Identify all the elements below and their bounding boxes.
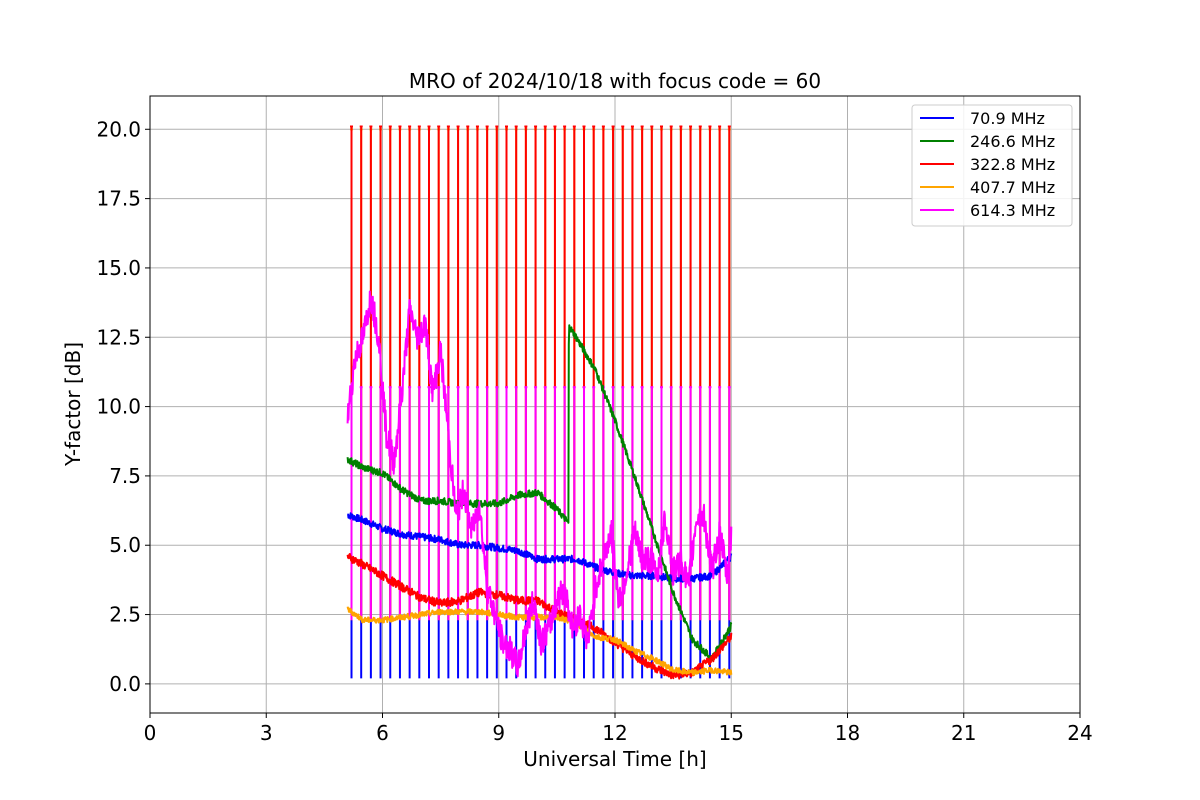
legend-box (911, 104, 1073, 227)
y-tick-label: 20.0 (96, 117, 141, 141)
y-tick-label: 0.0 (109, 672, 141, 696)
y-axis-ticks: 0.0 2.5 5.0 7.5 10.0 12.5 15.0 17.5 20.0 (96, 117, 150, 696)
x-tick-label: 3 (260, 721, 273, 745)
x-tick-label: 24 (1067, 721, 1092, 745)
series-line (346, 290, 733, 678)
series-line (346, 553, 733, 680)
series-line (346, 324, 733, 662)
x-tick-label: 0 (144, 721, 157, 745)
legend-label: 614.3 MHz (970, 201, 1055, 220)
chart-title: MRO of 2024/10/18 with focus code = 60 (409, 69, 821, 93)
legend-label: 322.8 MHz (970, 155, 1055, 174)
calibration-spikes (350, 125, 731, 679)
x-axis-ticks: 0 3 6 9 12 15 18 21 24 (144, 713, 1093, 745)
y-tick-label: 7.5 (109, 464, 141, 488)
y-axis-title: Y-factor [dB] (61, 342, 85, 467)
x-tick-label: 12 (602, 721, 627, 745)
series-lines (346, 290, 733, 680)
x-tick-label: 6 (376, 721, 389, 745)
y-tick-label: 5.0 (109, 533, 141, 557)
series-line (346, 606, 733, 676)
x-tick-label: 15 (719, 721, 744, 745)
x-tick-label: 18 (835, 721, 860, 745)
x-tick-label: 21 (951, 721, 976, 745)
legend: 70.9 MHz 246.6 MHz 322.8 MHz 407.7 MHz 614.3… (911, 104, 1073, 227)
y-tick-label: 17.5 (96, 187, 141, 211)
y-tick-label: 10.0 (96, 395, 141, 419)
legend-label: 246.6 MHz (970, 132, 1055, 151)
y-tick-label: 12.5 (96, 325, 141, 349)
x-tick-label: 9 (492, 721, 505, 745)
x-axis-title: Universal Time [h] (523, 747, 706, 771)
y-tick-label: 15.0 (96, 256, 141, 280)
y-tick-label: 2.5 (109, 603, 141, 627)
legend-label: 407.7 MHz (970, 178, 1055, 197)
legend-label: 70.9 MHz (970, 109, 1045, 128)
